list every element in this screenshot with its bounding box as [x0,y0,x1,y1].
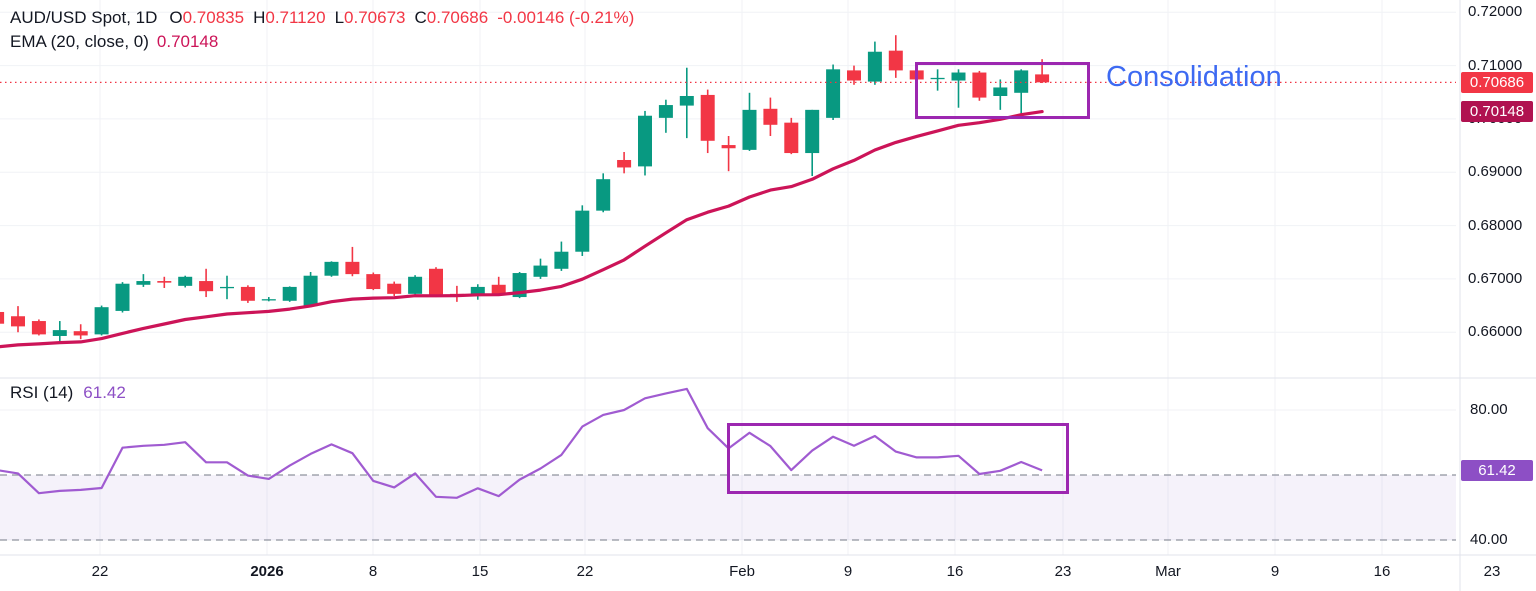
rsi-value-badge: 61.42 [1461,459,1533,481]
legend-rsi-pane: RSI (14) 61.42 [10,383,126,407]
candle-body [0,311,5,324]
price-tick-label: 0.68000 [1468,216,1523,234]
price-tick-label: 0.69000 [1468,163,1523,181]
price-tick-label: 0.72000 [1468,3,1523,21]
candle-body [847,70,861,81]
time-tick-label: 23 [1483,563,1501,580]
candle-body [240,286,255,301]
rsi-line [0,387,1043,499]
candle-body [136,281,151,285]
ema-label: EMA (20, close, 0) [10,32,149,51]
candle-body [345,261,360,275]
candle-body [951,72,966,81]
candle-body [575,210,590,252]
ema-value: 0.70148 [156,32,219,51]
price-tick-label: 0.66000 [1468,323,1523,341]
last-price-badge: 0.70686 [1461,71,1533,93]
candle-body [387,283,402,294]
candle-body [157,281,172,283]
time-tick-label: 16 [1373,563,1391,580]
candle-body [805,109,820,154]
candle-body [1014,70,1029,93]
time-tick-label: 2026 [250,563,284,580]
candle-body [638,115,652,167]
candle-body [408,276,423,294]
candle-body [282,286,297,301]
change-value: -0.00146 (-0.21%) [497,8,635,27]
candle-body [491,284,506,294]
ohlc-open: O0.70835 [169,8,245,27]
ema-value-badge: 0.70148 [1461,100,1533,122]
rsi-label: RSI (14) [10,383,74,402]
candle-body [115,283,130,311]
candle-body [178,276,193,286]
candle-body [429,268,443,296]
candle-body [52,330,67,336]
time-tick-label: 22 [576,563,594,580]
candle-body [220,286,234,289]
time-tick-label: 16 [946,563,964,580]
candle-body [324,261,339,276]
time-tick-label: 8 [368,563,378,580]
candle-body [826,69,841,118]
consolidation-box-rsi[interactable] [727,423,1069,494]
candle-body [658,105,673,118]
candle-body [763,108,778,125]
candle-body [199,281,214,292]
consolidation-annotation[interactable]: Consolidation [1106,61,1282,93]
rsi-tick-label: 40.00 [1470,531,1508,548]
time-tick-label: 23 [1054,563,1072,580]
legend-price-pane: AUD/USD Spot, 1D O0.70835 H0.71120 L0.70… [10,8,634,56]
ohlc-close: C0.70686 [414,8,489,27]
symbol-legend-row[interactable]: AUD/USD Spot, 1D O0.70835 H0.71120 L0.70… [10,8,634,28]
candle-body [930,77,945,80]
candle-body [679,95,694,106]
rsi-legend-row[interactable]: RSI (14) 61.42 [10,383,126,403]
ema-legend-row[interactable]: EMA (20, close, 0) 0.70148 [10,32,634,52]
candle-body [972,72,987,98]
candle-body [94,307,109,335]
candle-body [366,274,381,290]
candle-body [73,331,88,336]
time-tick-label: 9 [843,563,853,580]
time-tick-label: 22 [91,563,109,580]
candle-body [470,286,485,294]
time-tick-label: 9 [1270,563,1280,580]
consolidation-box-price[interactable] [915,62,1090,119]
candle-body [721,145,736,149]
candle-body [617,159,632,168]
candle-body [742,109,757,150]
candle-body [700,94,715,141]
candle-body [1035,74,1050,83]
ohlc-high: H0.71120 [253,8,326,27]
time-tick-label: 15 [471,563,489,580]
price-tick-label: 0.71000 [1468,56,1523,74]
symbol-title: AUD/USD Spot, 1D [10,8,158,27]
ema-line [0,110,1044,349]
price-tick-label: 0.67000 [1468,269,1523,287]
rsi-tick-label: 80.00 [1470,401,1508,418]
time-tick-label: Feb [729,563,755,580]
candle-body [888,50,903,71]
candle-body [533,265,548,277]
candle-body [11,316,25,327]
time-tick-label: Mar [1155,563,1181,580]
ohlc-low: L0.70673 [334,8,406,27]
candle-body [31,321,46,335]
candle-body [993,87,1008,96]
candle-body [303,275,318,307]
candle-body [596,179,611,211]
candle-body [554,251,569,269]
candle-body [784,122,799,154]
candle-body [867,51,882,82]
candle-body [261,299,276,301]
rsi-value: 61.42 [83,383,126,402]
